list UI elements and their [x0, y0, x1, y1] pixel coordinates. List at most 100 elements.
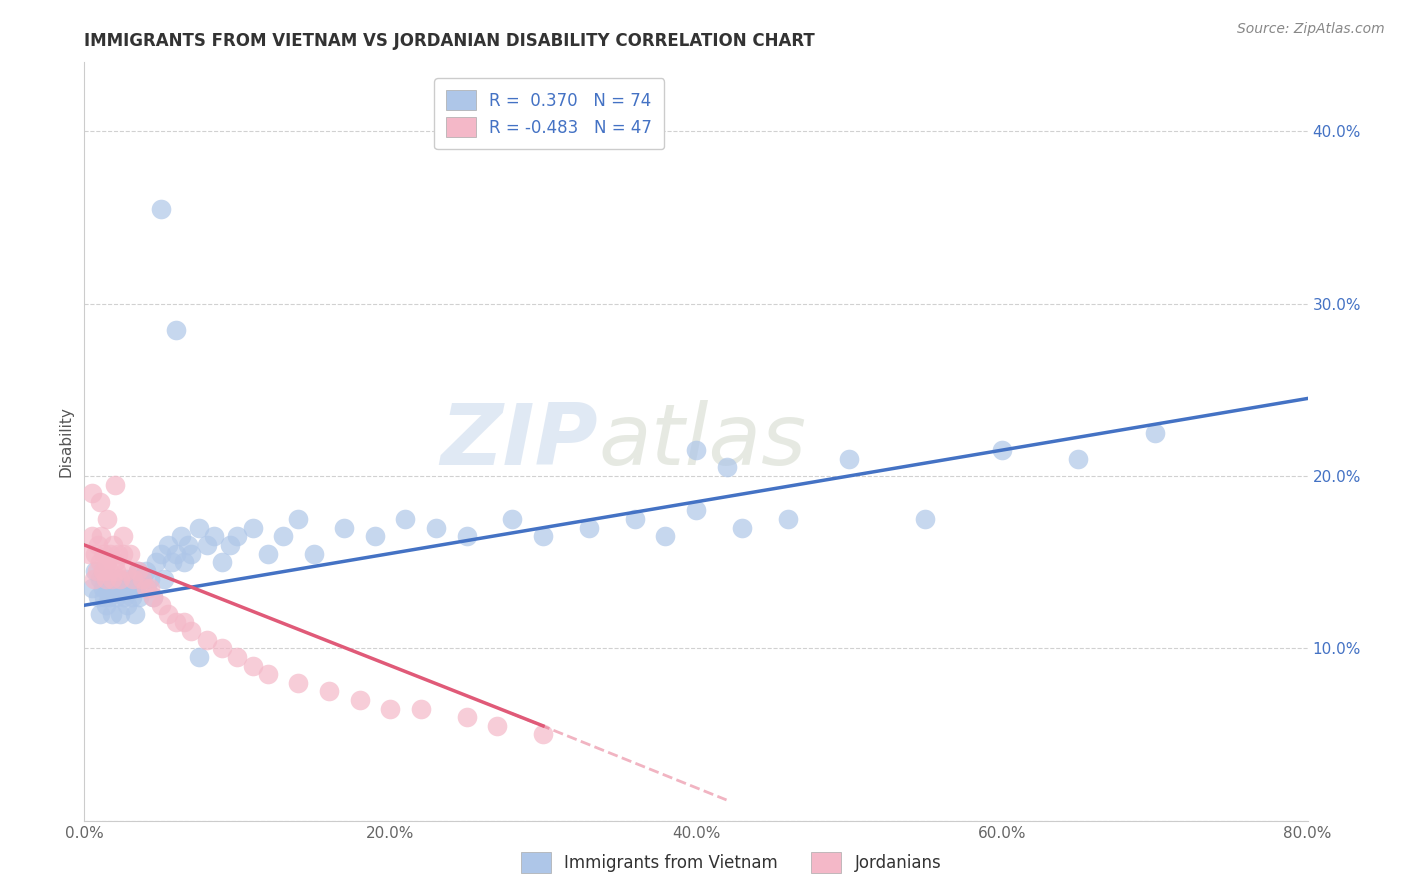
- Point: [242, 521, 264, 535]
- Point: [91, 581, 114, 595]
- Point: [218, 538, 240, 552]
- Point: [111, 529, 134, 543]
- Point: [120, 547, 142, 561]
- Point: [135, 581, 157, 595]
- Point: [302, 547, 325, 561]
- Point: [145, 555, 167, 569]
- Y-axis label: Disability: Disability: [58, 406, 73, 477]
- Point: [685, 443, 707, 458]
- Point: [115, 599, 138, 613]
- Point: [86, 564, 108, 578]
- Point: [108, 607, 131, 621]
- Point: [380, 701, 402, 715]
- Point: [128, 590, 150, 604]
- Point: [349, 693, 371, 707]
- Point: [112, 590, 135, 604]
- Point: [77, 547, 100, 561]
- Point: [456, 529, 478, 543]
- Point: [96, 573, 118, 587]
- Point: [226, 529, 249, 543]
- Point: [87, 590, 110, 604]
- Point: [96, 512, 118, 526]
- Point: [120, 581, 142, 595]
- Point: [89, 607, 111, 621]
- Point: [242, 658, 264, 673]
- Point: [114, 573, 136, 587]
- Point: [149, 547, 172, 561]
- Point: [89, 573, 111, 587]
- Point: [180, 547, 202, 561]
- Point: [89, 495, 111, 509]
- Point: [531, 529, 554, 543]
- Point: [456, 710, 478, 724]
- Point: [149, 599, 172, 613]
- Point: [131, 573, 153, 587]
- Point: [195, 632, 218, 647]
- Point: [624, 512, 647, 526]
- Point: [838, 451, 860, 466]
- Text: atlas: atlas: [598, 400, 806, 483]
- Point: [173, 615, 195, 630]
- Point: [136, 581, 159, 595]
- Point: [394, 512, 416, 526]
- Point: [98, 581, 121, 595]
- Legend: Immigrants from Vietnam, Jordanians: Immigrants from Vietnam, Jordanians: [515, 846, 948, 880]
- Point: [425, 521, 447, 535]
- Point: [257, 667, 280, 681]
- Point: [173, 555, 195, 569]
- Point: [180, 624, 202, 639]
- Point: [105, 564, 128, 578]
- Point: [103, 573, 125, 587]
- Point: [122, 573, 145, 587]
- Point: [177, 538, 200, 552]
- Point: [991, 443, 1014, 458]
- Point: [409, 701, 432, 715]
- Point: [271, 529, 294, 543]
- Point: [202, 529, 225, 543]
- Text: IMMIGRANTS FROM VIETNAM VS JORDANIAN DISABILITY CORRELATION CHART: IMMIGRANTS FROM VIETNAM VS JORDANIAN DIS…: [84, 32, 815, 50]
- Point: [80, 529, 103, 543]
- Point: [101, 607, 124, 621]
- Point: [914, 512, 936, 526]
- Point: [122, 573, 145, 587]
- Point: [104, 555, 127, 569]
- Point: [502, 512, 524, 526]
- Point: [94, 599, 117, 613]
- Point: [104, 581, 127, 595]
- Point: [257, 547, 280, 561]
- Point: [111, 581, 134, 595]
- Point: [127, 564, 149, 578]
- Point: [170, 529, 193, 543]
- Point: [90, 529, 112, 543]
- Point: [135, 564, 157, 578]
- Point: [188, 521, 211, 535]
- Point: [94, 573, 117, 587]
- Point: [654, 529, 676, 543]
- Point: [318, 684, 340, 698]
- Point: [125, 581, 148, 595]
- Point: [139, 581, 162, 595]
- Point: [142, 590, 165, 604]
- Point: [103, 538, 125, 552]
- Text: Source: ZipAtlas.com: Source: ZipAtlas.com: [1237, 22, 1385, 37]
- Point: [685, 503, 707, 517]
- Point: [124, 607, 146, 621]
- Point: [731, 521, 754, 535]
- Point: [776, 512, 799, 526]
- Point: [153, 573, 176, 587]
- Point: [84, 547, 107, 561]
- Legend: R =  0.370   N = 74, R = -0.483   N = 47: R = 0.370 N = 74, R = -0.483 N = 47: [434, 78, 664, 149]
- Point: [114, 564, 136, 578]
- Point: [195, 538, 218, 552]
- Text: ZIP: ZIP: [440, 400, 598, 483]
- Point: [1143, 425, 1166, 440]
- Point: [107, 547, 129, 561]
- Point: [160, 555, 183, 569]
- Point: [211, 555, 233, 569]
- Point: [364, 529, 387, 543]
- Point: [111, 547, 134, 561]
- Point: [87, 538, 110, 552]
- Point: [157, 607, 180, 621]
- Point: [486, 719, 509, 733]
- Point: [226, 649, 249, 664]
